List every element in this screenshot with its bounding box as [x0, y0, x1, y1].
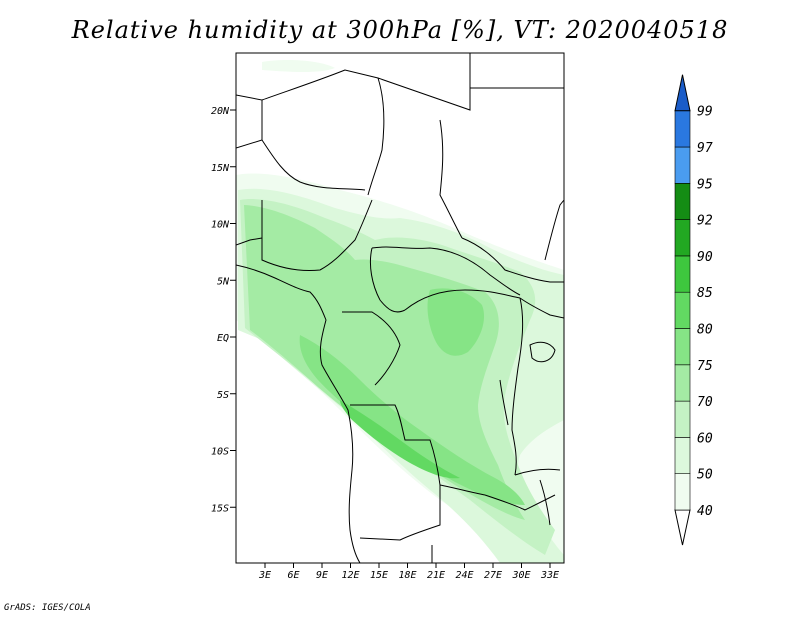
lat-tick-label: 10S	[211, 447, 229, 458]
colorbar-segment	[674, 183, 691, 220]
colorbar-label: 40	[697, 504, 713, 519]
lon-tick-label: 9E	[316, 570, 328, 581]
grads-credit: GrADS: IGES/COLA	[4, 603, 91, 613]
coast-gulf-guinea	[236, 237, 263, 246]
lake-tanganyika	[499, 379, 509, 426]
lon-tick-label: 12E	[341, 570, 359, 581]
humidity-area-70	[244, 205, 525, 520]
lon-tick-label: 3E	[258, 570, 271, 581]
border-ssudan	[461, 237, 564, 283]
humidity-area-80	[340, 400, 460, 479]
lon-tick-label: 21E	[427, 570, 445, 581]
lon-tick-label: 15E	[370, 570, 388, 581]
lon-tick-label: 24E	[455, 570, 473, 581]
colorbar-label: 99	[697, 105, 713, 120]
colorbar-label: 92	[697, 214, 713, 229]
colorbar-segment	[674, 110, 691, 148]
border-chad-sudan	[439, 119, 463, 239]
border-uganda-kenya	[519, 297, 564, 319]
border-zambia	[484, 494, 556, 511]
border-niger-chad	[261, 139, 366, 191]
lat-tick-label: 5N	[217, 276, 230, 287]
colorbar-segment	[674, 146, 691, 184]
map-title: Relative humidity at 300hPa [%], VT: 202…	[71, 16, 729, 44]
humidity-area-75	[299, 335, 525, 505]
lat-tick-label: 15S	[211, 503, 229, 514]
colorbar-label: 75	[697, 359, 713, 374]
colorbar-segment	[674, 255, 691, 293]
border-sudan-east	[469, 87, 564, 110]
latitude-axis: 20N 15N 10N 5N EQ 5S 10S 15S	[211, 106, 236, 514]
colorbar-segment	[674, 291, 691, 329]
colorbar-label: 70	[697, 395, 713, 410]
colorbar-lower-arrow	[674, 509, 691, 546]
lat-tick-label: 15N	[211, 163, 230, 174]
border-cameroon-car	[369, 247, 406, 313]
lat-tick-label: 10N	[211, 220, 230, 231]
lat-tick-label: EQ	[217, 333, 229, 344]
humidity-field	[236, 60, 564, 563]
lon-tick-label: 18E	[398, 570, 416, 581]
border-angola-zambia	[359, 485, 441, 541]
coastline-west	[236, 264, 361, 563]
colorbar-segment	[674, 473, 691, 511]
lon-tick-label: 30E	[511, 570, 530, 581]
colorbar-label: 50	[697, 468, 713, 483]
longitude-axis: 3E 6E 9E 12E 15E 18E 21E 24E 27E 30E 33E	[258, 563, 559, 581]
colorbar-segment	[674, 328, 691, 366]
border-tanzania	[514, 468, 561, 476]
colorbar-label: 85	[697, 286, 713, 301]
colorbar-upper-arrow	[674, 74, 691, 112]
colorbar-segment	[674, 400, 691, 438]
lake-malawi	[539, 479, 551, 526]
colorbar-segment	[674, 219, 691, 257]
border-car	[371, 246, 521, 296]
colorbar-label: 60	[697, 431, 713, 446]
lat-tick-label: 5S	[217, 390, 229, 401]
map-frame	[235, 52, 565, 564]
humidity-area-low-north	[262, 60, 335, 72]
border-sahara-north	[236, 94, 263, 149]
colorbar-segment	[674, 437, 691, 474]
colorbar-label: 97	[697, 141, 713, 156]
lon-tick-label: 6E	[287, 570, 299, 581]
colorbar: 40 50 60 70 75 80 85 90 92 95 97 99	[674, 74, 713, 546]
lake-victoria	[529, 341, 556, 363]
colorbar-segment	[674, 364, 691, 402]
border-congo	[342, 311, 401, 386]
border-drc-north	[404, 289, 521, 311]
border-drc-east	[511, 297, 524, 476]
colorbar-label: 80	[697, 323, 713, 338]
colorbar-label: 90	[697, 250, 713, 265]
lat-tick-label: 20N	[211, 106, 230, 117]
lon-tick-label: 27E	[484, 570, 502, 581]
colorbar-label: 95	[697, 177, 713, 192]
border-chad-libya	[367, 77, 385, 196]
humidity-area-75-north	[427, 288, 485, 356]
border-ethiopia	[544, 199, 564, 261]
border-nigeria	[261, 199, 373, 271]
border-drc-angola	[350, 404, 486, 496]
lon-tick-label: 33E	[540, 570, 559, 581]
border-niger-algeria	[261, 53, 471, 111]
country-borders	[236, 53, 564, 563]
